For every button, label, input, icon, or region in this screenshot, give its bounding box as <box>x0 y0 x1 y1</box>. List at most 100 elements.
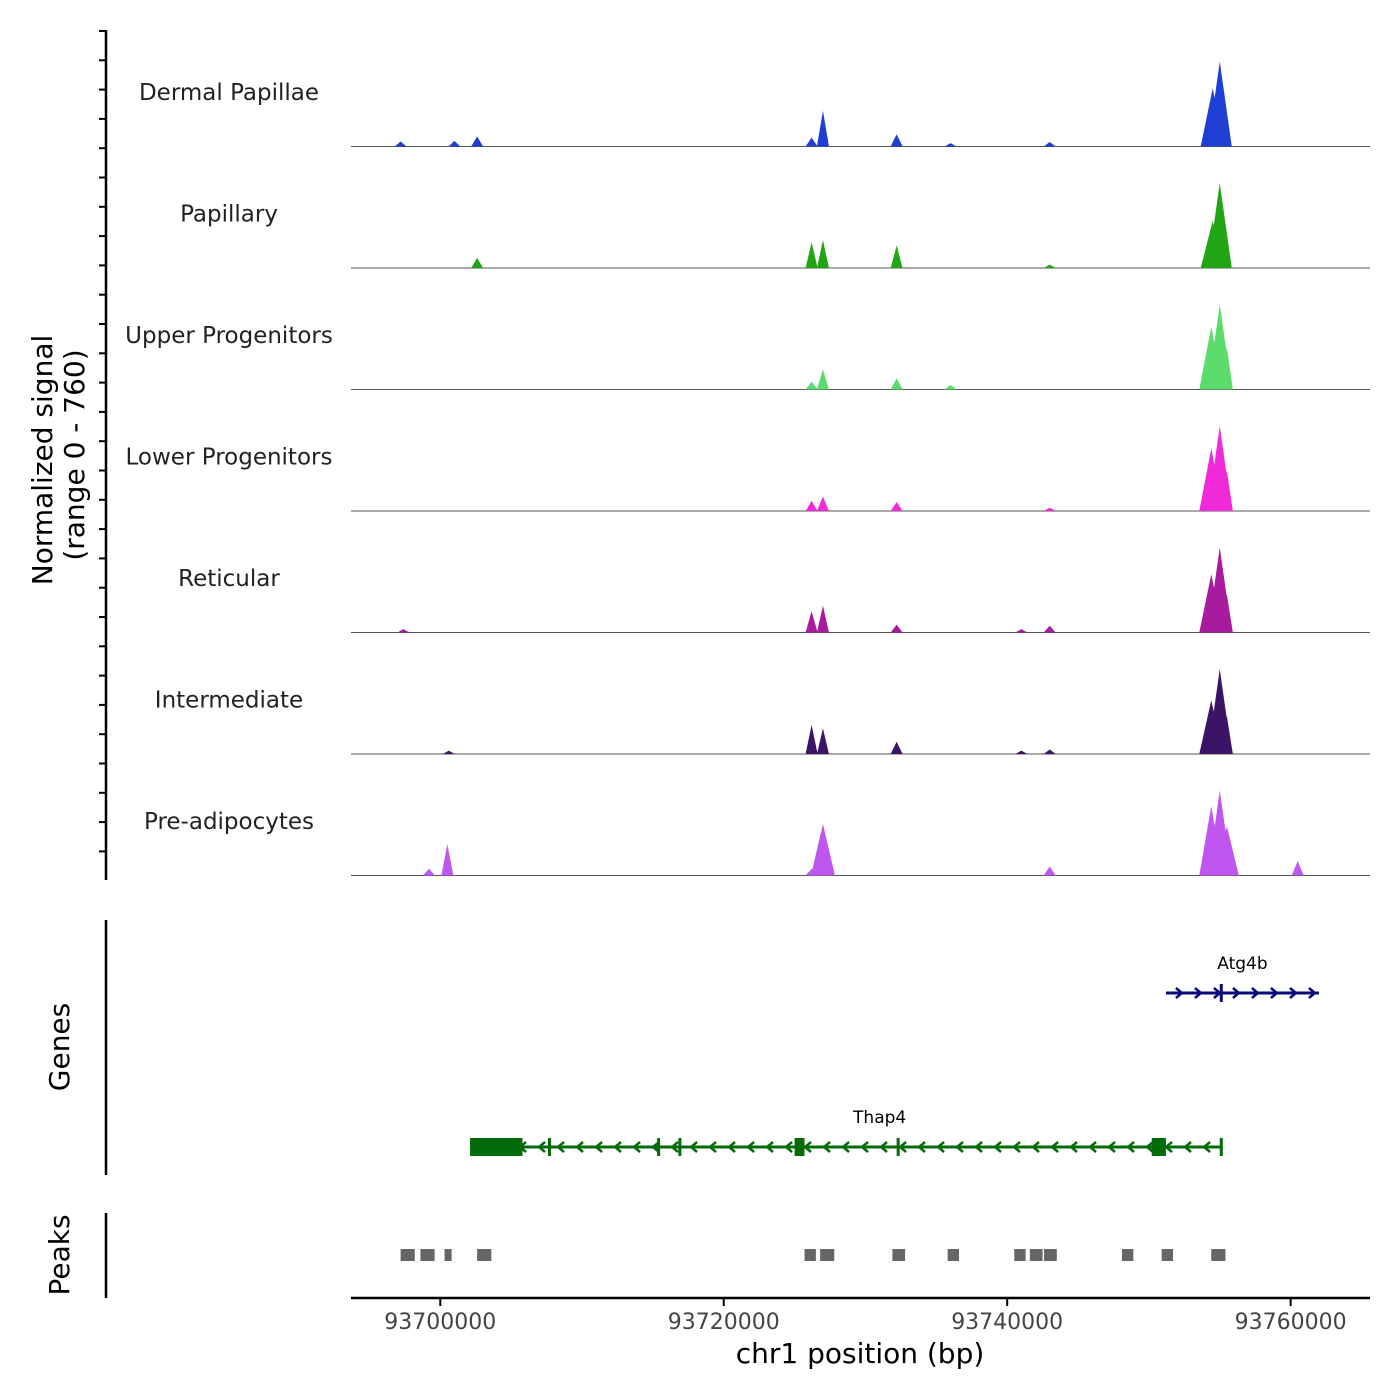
signal-y-axis-range-label: (range 0 - 760) <box>58 349 91 560</box>
signal-peak <box>890 378 903 390</box>
x-axis-label: chr1 position (bp) <box>736 1337 985 1370</box>
strand-chevron <box>1126 1141 1135 1153</box>
track-upper-progenitors <box>351 304 1370 390</box>
signal-peak <box>422 868 435 876</box>
track-reticular <box>351 547 1370 633</box>
signal-peak <box>1220 594 1233 633</box>
strand-chevron <box>727 1141 736 1153</box>
gene-exon <box>1151 1138 1166 1156</box>
strand-chevron <box>632 1141 641 1153</box>
strand-chevron <box>594 1141 603 1153</box>
x-ticks: 93700000 93720000 93740000 93760000 <box>384 1298 1347 1335</box>
signal-peak <box>816 240 829 268</box>
strand-chevron <box>1107 1141 1116 1153</box>
signal-peak <box>805 611 818 633</box>
signal-peak <box>1043 866 1056 876</box>
track-labels: Dermal Papillae Papillary Upper Progenitor… <box>125 80 333 835</box>
signal-peak <box>471 136 484 147</box>
x-tick-label: 93700000 <box>384 1310 496 1335</box>
track-label: Lower Progenitors <box>126 445 333 471</box>
signal-peak <box>1214 826 1239 876</box>
gene-track: Atg4b Thap4 <box>470 954 1319 1156</box>
strand-chevron <box>917 1141 926 1153</box>
signal-peak <box>805 500 818 511</box>
strand-chevron <box>1308 987 1317 999</box>
strand-chevron <box>784 1141 793 1153</box>
peak-region <box>892 1249 906 1261</box>
strand-chevron <box>1164 1141 1173 1153</box>
track-label: Pre-adipocytes <box>144 809 314 835</box>
signal-peak <box>944 143 957 147</box>
strand-chevron <box>746 1141 755 1153</box>
strand-chevron <box>1012 1141 1021 1153</box>
gene-label: Thap4 <box>852 1108 906 1128</box>
strand-chevron <box>556 1141 565 1153</box>
strand-chevron <box>1183 1141 1192 1153</box>
signal-peak <box>1015 629 1028 633</box>
peak-region <box>420 1249 435 1261</box>
genes-track-label: Genes <box>43 1003 76 1091</box>
signal-peak <box>944 385 957 390</box>
signal-peak <box>1220 470 1233 511</box>
strand-chevron <box>765 1141 774 1153</box>
peak-region <box>947 1249 959 1261</box>
strand-chevron <box>1145 1141 1154 1153</box>
signal-peak <box>805 868 818 876</box>
strand-chevron <box>670 1141 679 1153</box>
track-papillary <box>351 183 1370 269</box>
gene-exon <box>794 1138 805 1156</box>
peak-region <box>1014 1249 1026 1261</box>
track-pre-adipocytes <box>351 790 1370 876</box>
signal-peak <box>890 245 903 268</box>
strand-chevron <box>974 1141 983 1153</box>
signal-peak <box>805 137 818 147</box>
strand-chevron <box>803 1141 812 1153</box>
x-tick-label: 93760000 <box>1235 1310 1347 1335</box>
strand-chevron <box>575 1141 584 1153</box>
signal-peak <box>1043 749 1056 754</box>
signal-y-ticks <box>99 30 106 853</box>
strand-chevron <box>898 1141 907 1153</box>
x-tick-label: 93720000 <box>668 1310 780 1335</box>
peak-region <box>1211 1249 1226 1261</box>
signal-peak <box>1220 347 1233 390</box>
strand-chevron <box>537 1141 546 1153</box>
gene-exon <box>1219 1138 1223 1156</box>
strand-chevron <box>651 1141 660 1153</box>
signal-peak <box>1219 104 1232 147</box>
signal-peak <box>890 624 903 633</box>
gene-exon <box>547 1138 551 1156</box>
signal-peak <box>816 496 829 511</box>
strand-chevron <box>708 1141 717 1153</box>
strand-chevron <box>1069 1141 1078 1153</box>
track-label: Intermediate <box>155 688 303 714</box>
peak-region <box>1044 1249 1057 1261</box>
gene-label: Atg4b <box>1217 954 1267 974</box>
signal-peak <box>471 257 484 268</box>
strand-chevron <box>613 1141 622 1153</box>
gene-exon <box>657 1138 661 1156</box>
peak-region <box>804 1249 816 1261</box>
gene-exon <box>1219 984 1223 1002</box>
signal-peak <box>1219 227 1232 268</box>
strand-chevron <box>1031 1141 1040 1153</box>
signal-peak <box>1043 625 1056 633</box>
track-dermal-papillae <box>351 61 1370 147</box>
signal-peak <box>810 824 835 876</box>
signal-peak <box>394 141 407 147</box>
strand-chevron <box>1251 987 1260 999</box>
signal-peak <box>816 110 829 147</box>
signal-y-axis-label: Normalized signal <box>26 335 59 586</box>
track-label: Papillary <box>180 202 278 228</box>
peak-region <box>1161 1249 1174 1261</box>
signal-peak <box>1043 507 1056 511</box>
x-tick-label: 93740000 <box>951 1310 1063 1335</box>
peak-region <box>477 1249 492 1261</box>
signal-peak <box>442 750 455 754</box>
signal-peak <box>397 629 410 633</box>
peak-region <box>1029 1249 1043 1261</box>
track-intermediate <box>351 669 1370 755</box>
strand-chevron <box>1232 987 1241 999</box>
strand-chevron <box>1050 1141 1059 1153</box>
